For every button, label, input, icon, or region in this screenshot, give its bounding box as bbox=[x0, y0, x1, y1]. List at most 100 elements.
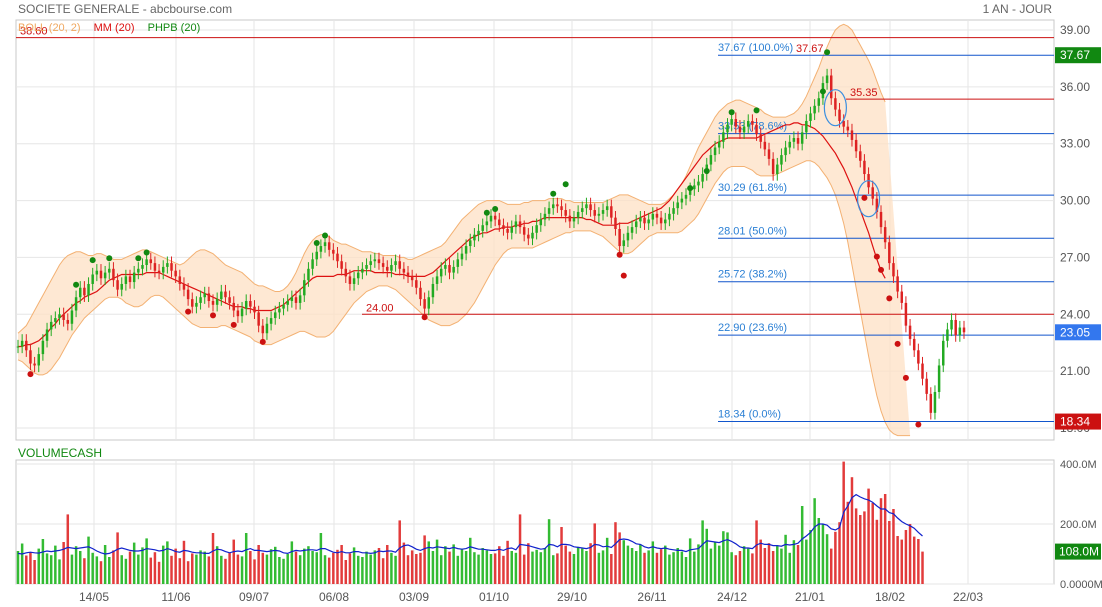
candle-body bbox=[531, 232, 534, 239]
volume-bar bbox=[464, 551, 468, 584]
candle-body bbox=[838, 109, 841, 121]
volume-bar bbox=[630, 548, 634, 584]
candle-body bbox=[647, 219, 650, 224]
volume-bar bbox=[460, 548, 464, 584]
candle-body bbox=[327, 242, 331, 250]
price-candle bbox=[74, 290, 78, 318]
volume-bar bbox=[70, 554, 74, 584]
candle-body bbox=[502, 225, 505, 229]
volume-bar bbox=[269, 549, 273, 584]
volume-bar bbox=[456, 555, 460, 584]
price-candle bbox=[531, 226, 534, 246]
price-candle bbox=[647, 212, 650, 230]
candle-body bbox=[269, 318, 273, 324]
price-candle bbox=[597, 207, 601, 223]
volume-bar bbox=[352, 547, 356, 584]
price-candle bbox=[186, 283, 190, 306]
price-candle bbox=[435, 269, 439, 291]
volume-bar bbox=[543, 548, 547, 584]
candle-body bbox=[377, 259, 381, 264]
candle-body bbox=[510, 227, 513, 233]
volume-bar bbox=[145, 538, 148, 584]
volume-bar bbox=[614, 522, 617, 584]
candle-body bbox=[925, 378, 928, 394]
price-candle bbox=[863, 154, 866, 181]
volume-bar bbox=[722, 531, 725, 584]
price-candle bbox=[220, 284, 223, 306]
volume-bar bbox=[784, 534, 787, 584]
volume-bar bbox=[506, 540, 509, 584]
candle-body bbox=[128, 276, 132, 283]
price-candle bbox=[958, 320, 962, 342]
volume-bar bbox=[319, 533, 323, 584]
candle-body bbox=[174, 270, 177, 277]
volume-bar bbox=[634, 551, 638, 584]
legend-phpb: PHPB (20) bbox=[147, 22, 201, 34]
volume-bar bbox=[825, 534, 829, 584]
candle-body bbox=[585, 204, 588, 209]
candle-body bbox=[278, 308, 281, 313]
volume-bar bbox=[892, 509, 895, 584]
candle-body bbox=[456, 259, 460, 267]
volume-bar bbox=[576, 546, 580, 584]
volume-bar bbox=[705, 528, 708, 584]
volume-bar bbox=[713, 542, 717, 584]
price-candle bbox=[904, 296, 908, 333]
candle-body bbox=[54, 318, 57, 322]
volume-bar bbox=[672, 552, 675, 584]
x-tick-label: 01/10 bbox=[479, 590, 509, 604]
volume-bar bbox=[842, 461, 845, 584]
fib-level-label: 28.01 (50.0%) bbox=[718, 225, 787, 237]
volume-bar bbox=[800, 506, 804, 584]
price-candle bbox=[473, 228, 476, 248]
price-candle bbox=[630, 220, 634, 240]
volume-bar bbox=[610, 554, 613, 584]
candle-body bbox=[157, 270, 161, 273]
volume-bar bbox=[25, 555, 28, 584]
volume-bar bbox=[908, 524, 912, 584]
price-candle bbox=[286, 294, 289, 312]
phpb-marker bbox=[259, 338, 266, 345]
price-candle bbox=[535, 218, 538, 240]
fib-level-label: 18.34 (0.0%) bbox=[718, 409, 781, 421]
candle-body bbox=[842, 120, 845, 127]
phpb-marker bbox=[819, 88, 826, 95]
volume-bar bbox=[20, 543, 24, 584]
candle-body bbox=[83, 287, 86, 296]
volume-bar bbox=[767, 543, 771, 584]
candle-body bbox=[37, 354, 40, 366]
volume-bar bbox=[551, 555, 555, 584]
price-candle bbox=[66, 313, 70, 331]
price-candle bbox=[634, 214, 638, 234]
period-label[interactable]: 1 AN - JOUR bbox=[982, 2, 1052, 16]
volume-bar bbox=[581, 548, 584, 584]
price-candle bbox=[145, 252, 148, 272]
volume-bar bbox=[124, 558, 128, 584]
volume-bar bbox=[904, 530, 908, 584]
price-candle bbox=[369, 254, 372, 272]
bollinger-lower-line bbox=[17, 160, 911, 437]
price-candle bbox=[78, 281, 82, 304]
volume-bar bbox=[788, 552, 791, 584]
candle-body bbox=[386, 266, 389, 271]
volume-bar bbox=[776, 545, 779, 584]
price-candle bbox=[49, 315, 53, 337]
candle-body bbox=[464, 246, 468, 254]
candle-body bbox=[336, 253, 339, 262]
volume-bar bbox=[207, 556, 211, 584]
candle-body bbox=[605, 206, 609, 211]
price-candle bbox=[618, 222, 621, 253]
volume-bar bbox=[527, 543, 530, 584]
candle-body bbox=[132, 272, 136, 283]
candle-body bbox=[340, 261, 343, 269]
price-candle bbox=[41, 334, 45, 361]
price-candle bbox=[937, 358, 941, 399]
volume-bar bbox=[597, 552, 601, 584]
volume-bar bbox=[780, 548, 783, 584]
candle-body bbox=[481, 225, 484, 231]
price-candle bbox=[278, 301, 281, 320]
price-candle bbox=[307, 262, 310, 287]
price-candle bbox=[755, 118, 758, 141]
candle-body bbox=[253, 306, 256, 313]
